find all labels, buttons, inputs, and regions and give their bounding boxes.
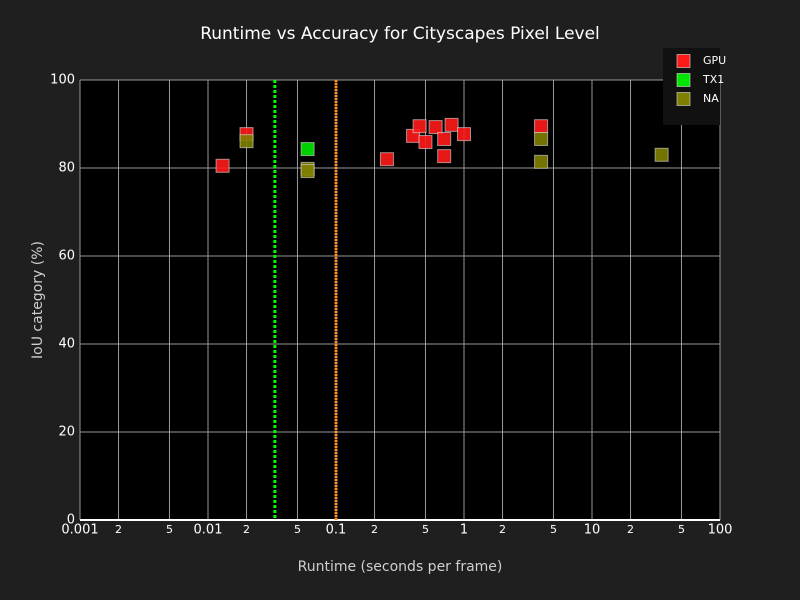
legend-marker[interactable] <box>676 73 691 87</box>
legend-marker[interactable] <box>676 54 691 68</box>
x-axis-title: Runtime (seconds per frame) <box>298 559 503 575</box>
data-point <box>534 131 549 146</box>
x-tick-label: 2 <box>627 523 634 536</box>
data-point <box>239 134 254 149</box>
legend-marker[interactable] <box>676 92 691 106</box>
x-tick-label: 5 <box>294 523 301 536</box>
data-point <box>437 149 452 164</box>
y-tick-label: 40 <box>58 337 75 352</box>
x-tick-label: 0.001 <box>61 523 98 538</box>
data-point <box>534 119 549 134</box>
data-point <box>654 147 669 162</box>
data-point <box>418 135 433 150</box>
x-tick-label: 2 <box>499 523 506 536</box>
x-tick-label: 0.01 <box>194 523 223 538</box>
y-tick-label: 20 <box>58 425 75 440</box>
data-point <box>300 142 315 157</box>
x-tick-label: 5 <box>166 523 173 536</box>
plot-background <box>80 80 720 520</box>
x-tick-label: 2 <box>115 523 122 536</box>
y-tick-label: 60 <box>58 249 75 264</box>
data-point <box>534 154 549 169</box>
legend-label[interactable]: NA <box>703 92 719 105</box>
data-point <box>428 120 443 135</box>
x-tick-label: 2 <box>371 523 378 536</box>
x-tick-label: 5 <box>422 523 429 536</box>
legend-box <box>663 48 720 125</box>
data-point <box>412 119 427 134</box>
data-point <box>437 131 452 146</box>
y-axis-title: IoU category (%) <box>30 241 46 359</box>
x-tick-label: 5 <box>678 523 685 536</box>
x-tick-label: 100 <box>708 523 733 538</box>
legend-label[interactable]: GPU <box>703 54 726 67</box>
data-point <box>457 127 471 142</box>
x-tick-label: 2 <box>243 523 250 536</box>
x-tick-label: 10 <box>584 523 601 538</box>
data-point <box>300 164 315 179</box>
data-point <box>215 158 230 173</box>
data-point <box>444 117 459 132</box>
data-point <box>379 152 394 167</box>
y-tick-label: 0 <box>67 513 75 528</box>
y-tick-label: 80 <box>58 161 75 176</box>
chart-title: Runtime vs Accuracy for Cityscapes Pixel… <box>200 24 600 44</box>
x-tick-label: 1 <box>460 523 468 538</box>
y-tick-label: 100 <box>50 73 75 88</box>
x-tick-label: 5 <box>550 523 557 536</box>
legend-label[interactable]: TX1 <box>702 73 724 86</box>
x-tick-label: 0.1 <box>326 523 347 538</box>
